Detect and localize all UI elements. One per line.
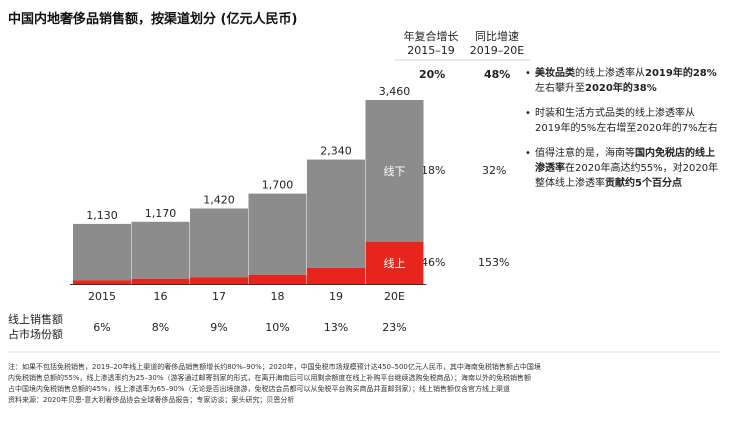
insight-bullet-2: • 时装和生活方式品类的线上渗透率从2019年的5%左右增至2020年的7%左右: [525, 106, 720, 136]
x-tick-label-17: 17: [212, 290, 226, 303]
bar-total-label-20E: 3,460: [379, 85, 411, 98]
total-yoy: 48%: [484, 68, 511, 81]
x-tick-label-2015: 2015: [88, 290, 116, 303]
bar-online-17: [190, 277, 248, 284]
bar-online-18: [248, 274, 307, 284]
bullet-3-bold2: 贡献约5个百分点: [605, 178, 682, 189]
yoy-period-label: 2019–20E: [469, 44, 525, 57]
bar-total-label-18: 1,700: [262, 179, 294, 192]
online-share-value-19: 13%: [324, 321, 348, 334]
online-share-value-2015: 6%: [93, 321, 110, 334]
series-label-offline: 线下: [384, 164, 406, 178]
x-tick-label-19: 19: [329, 290, 343, 303]
bar-offline-19: [307, 159, 365, 268]
insight-bullet-1: • 美妆品类的线上渗透率从2019年的28% 左右攀升至2020年的38%: [525, 66, 720, 96]
bar-offline-2015: [73, 223, 131, 281]
online-share-value-20E: 23%: [382, 321, 406, 334]
bullet-dot-icon: •: [525, 148, 531, 159]
footnote-line-3: 占中国境内免税销售总额的45%，线上渗透率为65–90%（无论是否出境旅游，免税…: [8, 385, 511, 393]
series-label-online: 线上: [384, 256, 406, 270]
bar-total-label-2015: 1,130: [86, 209, 118, 222]
bullet-2-text: 时装和生活方式品类的线上渗透率从2019年的5%左右增至2020年的7%左右: [535, 108, 718, 134]
bar-offline-18: [248, 193, 307, 275]
bar-total-label-17: 1,420: [203, 193, 235, 206]
offline-yoy: 32%: [482, 164, 507, 177]
chart-title: 中国内地奢侈品销售额，按渠道划分 (亿元人民币): [8, 12, 298, 27]
bullet-1-mid2: 左右攀升至: [535, 83, 585, 94]
footnote-line-2: 内免税销售总额的55%，线上渗透率约为25–30%（游客通过邮寄到家的形式，在离…: [8, 374, 532, 382]
bullet-3-bold1: 国内免税店的线上渗透率: [535, 148, 715, 174]
bar-online-19: [307, 267, 365, 284]
bar-total-label-19: 2,340: [320, 145, 352, 158]
online-share-value-17: 9%: [210, 321, 227, 334]
yoy-header-label: 同比增速: [475, 30, 519, 43]
online-share-label: 线上销售额 占市场份额: [8, 312, 63, 342]
footnotes: 注：如果不包括免税销售，2019–20年线上渠道的奢侈品销售额增长约80%–90…: [8, 362, 722, 406]
offline-cagr: 18%: [421, 164, 446, 177]
online-share-value-18: 10%: [265, 321, 289, 334]
x-tick-label-18: 18: [271, 290, 285, 303]
bullet-1-bold2: 2019年的28%: [645, 68, 717, 79]
bar-offline-20E: [365, 100, 424, 242]
cagr-header: 年复合增长 2015–19: [396, 30, 466, 58]
bullet-1-bold1: 美妆品类: [535, 68, 575, 79]
cagr-header-label: 年复合增长: [403, 30, 459, 43]
bullet-1-bold3: 2020年的38%: [585, 83, 657, 94]
bar-online-2015: [73, 280, 131, 284]
bar-online-20E: [365, 241, 424, 284]
bullet-dot-icon: •: [525, 68, 531, 79]
online-share-label-line2: 占市场份额: [8, 328, 63, 341]
bar-offline-17: [190, 208, 248, 278]
online-yoy: 153%: [478, 256, 510, 269]
insight-bullet-3: • 值得注意的是，海南等国内免税店的线上渗透率在2020年高达约55%，对202…: [525, 146, 720, 191]
bullet-dot-icon: •: [525, 108, 531, 119]
total-cagr: 20%: [419, 68, 446, 81]
source-line: 资料来源：2020年贝恩-意大利奢侈品协会全球奢侈品报告；专家访谈；案头研究；贝…: [8, 396, 295, 404]
footnote-line-1: 注：如果不包括免税销售，2019–20年线上渠道的奢侈品销售额增长约80%–90…: [8, 363, 541, 371]
bullet-3-prefix: 值得注意的是，海南等: [535, 148, 635, 159]
insight-bullets: • 美妆品类的线上渗透率从2019年的28% 左右攀升至2020年的38% • 时…: [525, 66, 720, 201]
yoy-header: 同比增速 2019–20E: [462, 30, 532, 58]
online-share-label-line1: 线上销售额: [8, 313, 63, 326]
x-tick-label-16: 16: [154, 290, 168, 303]
online-share-value-16: 8%: [152, 321, 169, 334]
bullet-3-mid: 在2020年高达约55%，对2020年整体线上渗透率: [535, 163, 719, 189]
online-cagr: 46%: [421, 256, 446, 269]
bar-offline-16: [131, 221, 190, 280]
bar-online-16: [131, 279, 190, 284]
cagr-period-label: 2015–19: [407, 44, 455, 57]
bullet-1-mid: 的线上渗透率从: [575, 68, 645, 79]
bar-total-label-16: 1,170: [145, 207, 177, 220]
x-tick-label-20E: 20E: [384, 290, 405, 303]
